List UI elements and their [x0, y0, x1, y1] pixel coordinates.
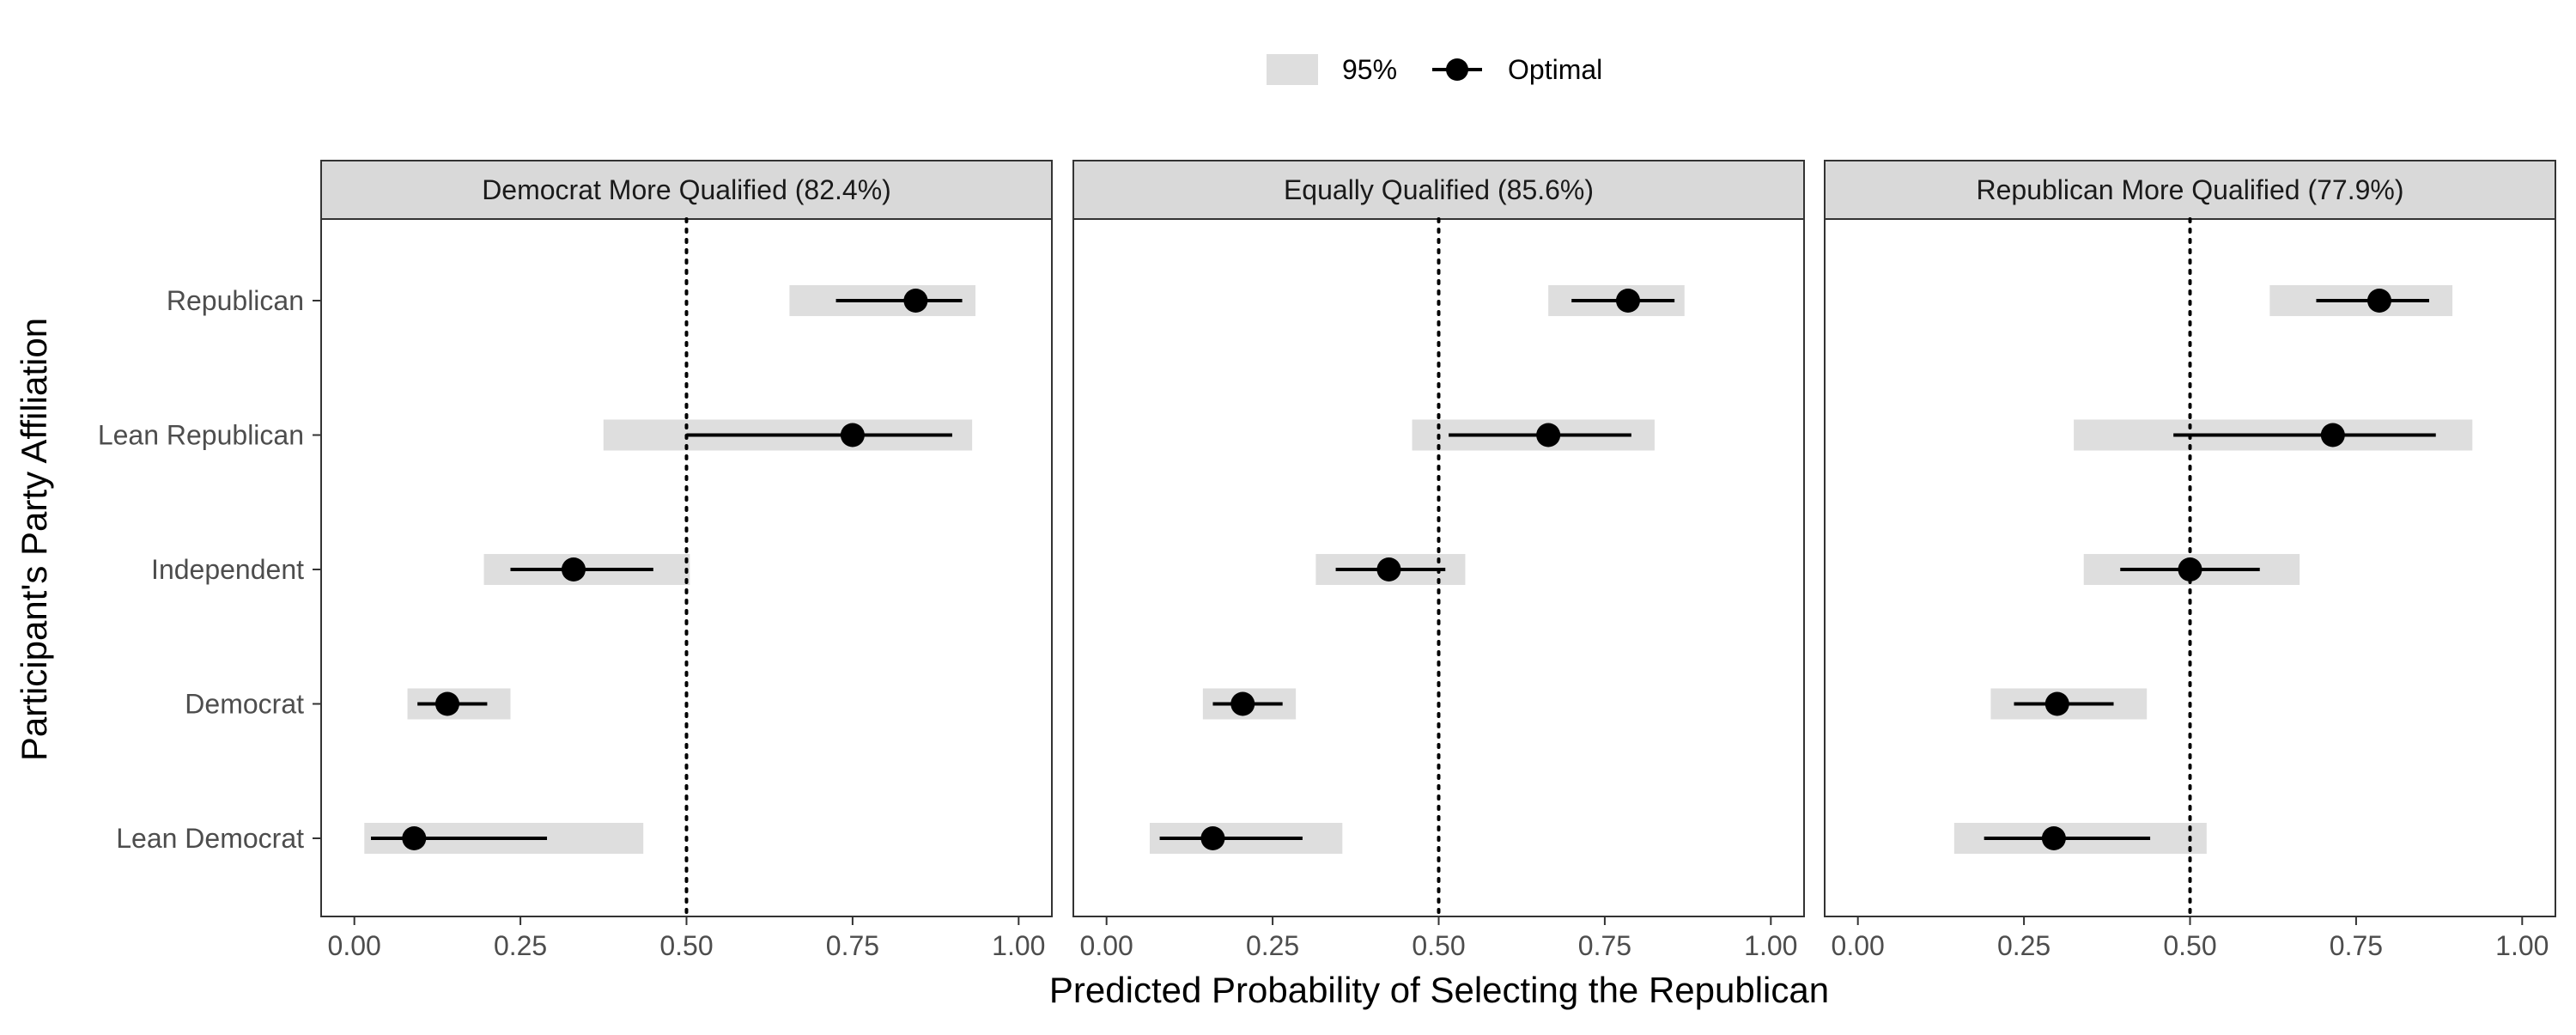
x-tick-label: 1.00 — [1744, 930, 1797, 961]
x-tick-label: 0.25 — [494, 930, 547, 961]
x-tick-label: 0.25 — [1997, 930, 2050, 961]
data-point — [402, 826, 427, 850]
y-tick-label: Independent — [151, 554, 304, 585]
facet-strip-title: Equally Qualified (85.6%) — [1284, 174, 1594, 205]
y-tick-label: Lean Republican — [98, 420, 304, 451]
data-point — [1536, 423, 1561, 447]
data-point — [1615, 289, 1640, 313]
data-point — [840, 423, 865, 447]
legend-band-key — [1267, 54, 1318, 85]
y-tick-label: Republican — [167, 285, 304, 316]
data-point — [1376, 557, 1401, 581]
x-tick-label: 0.50 — [2163, 930, 2216, 961]
y-tick-label: Lean Democrat — [116, 823, 304, 854]
data-point — [2178, 557, 2202, 581]
x-tick-label: 1.00 — [2495, 930, 2549, 961]
data-point — [2041, 826, 2066, 850]
y-axis-title: Participant's Party Affiliation — [14, 318, 54, 761]
data-point — [2366, 289, 2391, 313]
x-tick-label: 1.00 — [992, 930, 1045, 961]
data-point — [561, 557, 586, 581]
x-tick-label: 0.00 — [1080, 930, 1133, 961]
chart-panels: Democrat More Qualified (82.4%) 0.00 0.25 0… — [98, 160, 2556, 961]
x-axis-title: Predicted Probability of Selecting the R… — [1049, 970, 1829, 1010]
data-point — [2044, 691, 2069, 716]
facet-strip — [1824, 160, 2556, 220]
data-point — [1200, 826, 1225, 850]
legend-point-label: Optimal — [1508, 54, 1602, 85]
y-tick-label: Democrat — [185, 689, 304, 720]
facet-panel: Democrat More Qualified (82.4%) 0.00 0.25 0… — [98, 160, 1053, 961]
data-point — [2320, 423, 2345, 447]
data-point — [903, 289, 928, 313]
facet-panel: Republican More Qualified (77.9%) 0.00 0.2… — [1824, 160, 2556, 961]
legend-point-key — [1446, 58, 1468, 81]
data-point — [434, 691, 459, 716]
x-tick-label: 0.75 — [1578, 930, 1631, 961]
facet-panel: Equally Qualified (85.6%) 0.00 0.25 0.50 0.7… — [1072, 160, 1805, 961]
x-tick-label: 0.25 — [1246, 930, 1299, 961]
x-tick-label: 0.50 — [1412, 930, 1465, 961]
legend: 95% Optimal — [1267, 54, 1602, 85]
data-point — [1230, 691, 1255, 716]
x-tick-label: 0.75 — [826, 930, 879, 961]
legend-band-label: 95% — [1342, 54, 1397, 85]
x-tick-label: 0.50 — [659, 930, 713, 961]
x-tick-label: 0.00 — [1832, 930, 1885, 961]
x-tick-label: 0.75 — [2330, 930, 2383, 961]
x-tick-label: 0.00 — [328, 930, 381, 961]
facet-strip-title: Democrat More Qualified (82.4%) — [482, 174, 891, 205]
facet-strip-title: Republican More Qualified (77.9%) — [1976, 174, 2403, 205]
